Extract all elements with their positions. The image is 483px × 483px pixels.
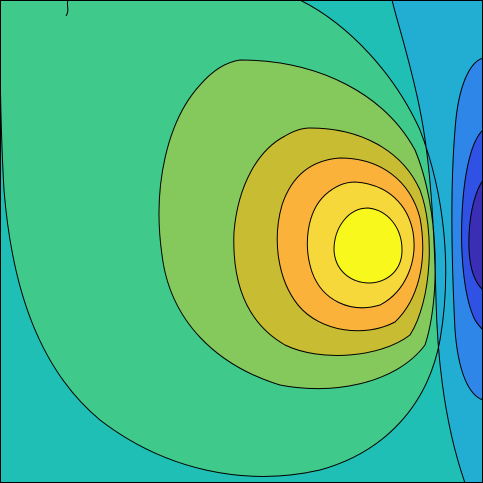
contour-line — [276, 157, 424, 332]
contour-line — [0, 0, 447, 477]
contour-band-yellow-peak — [334, 208, 402, 283]
contour-line — [65, 0, 69, 17]
contour-line — [233, 127, 430, 356]
contour-band-trough — [468, 180, 483, 290]
contour-line — [451, 57, 483, 401]
contour-line — [468, 179, 483, 291]
contour-line — [461, 129, 483, 331]
contour-line — [333, 207, 403, 284]
contour-line — [391, 0, 466, 483]
contour-line — [306, 181, 415, 309]
contour-line — [158, 59, 436, 390]
